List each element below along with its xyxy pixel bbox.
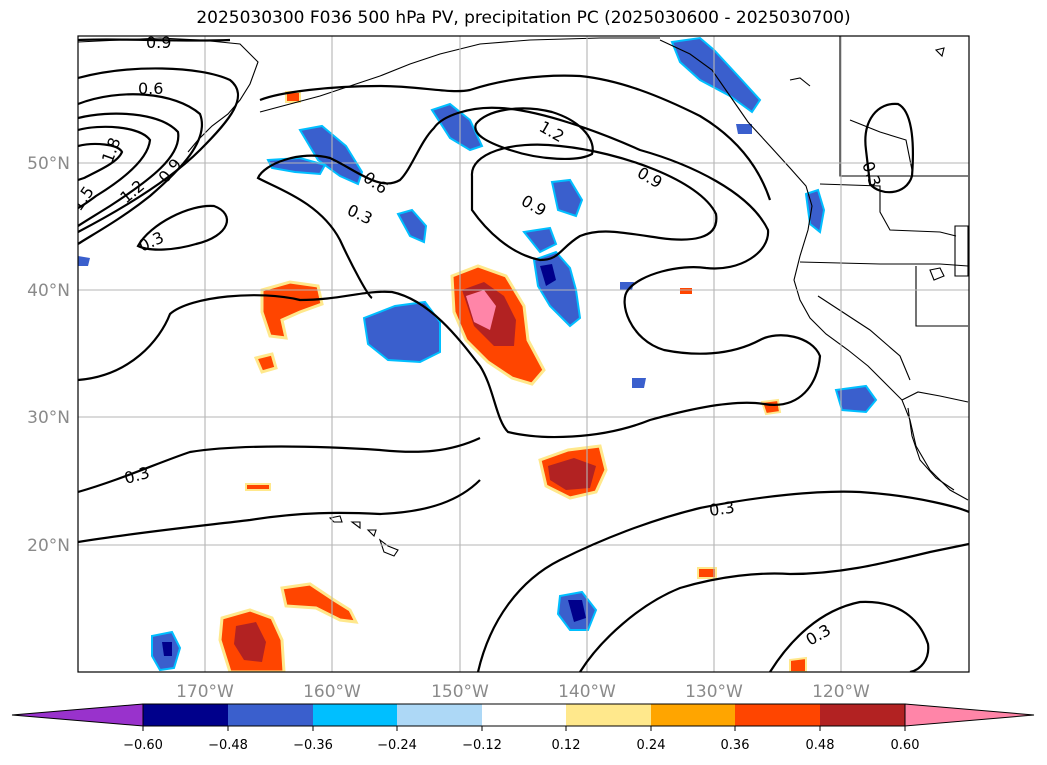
colorbar-max-extend <box>904 703 1035 727</box>
figure-title: 2025030300 F036 500 hPa PV, precipitatio… <box>196 8 851 28</box>
colorbar-bin <box>651 704 735 726</box>
colorbar-bin <box>397 704 482 726</box>
lon-label-170w: 170°W <box>176 682 234 702</box>
colorbar-tick: 0.60 <box>891 738 920 753</box>
lon-label-140w: 140°W <box>558 682 616 702</box>
colorbar-tick: −0.60 <box>123 738 163 753</box>
lat-label-50n: 50°N <box>27 154 70 174</box>
lat-label-20n: 20°N <box>27 536 70 556</box>
lon-label-130w: 130°W <box>685 682 743 702</box>
longitude-labels: 170°W 160°W 150°W 140°W 130°W 120°W <box>176 682 870 702</box>
colorbar-tick: 0.12 <box>552 738 581 753</box>
lon-label-120w: 120°W <box>812 682 870 702</box>
lon-label-160w: 160°W <box>303 682 361 702</box>
colorbar-tick: −0.12 <box>462 738 502 753</box>
colorbar-tick: 0.36 <box>721 738 750 753</box>
latitude-labels: 50°N 40°N 30°N 20°N <box>27 154 70 556</box>
map-frame <box>77 35 970 673</box>
colorbar-tick: −0.36 <box>293 738 333 753</box>
colorbar-tick: 0.24 <box>637 738 666 753</box>
graticule <box>78 36 969 672</box>
colorbar-bin <box>228 704 313 726</box>
pv-contours <box>78 38 969 672</box>
lat-label-40n: 40°N <box>27 281 70 301</box>
colorbar-bin <box>735 704 820 726</box>
colorbar-bin <box>820 704 905 726</box>
colorbar-bin <box>143 704 228 726</box>
map-plot-area: 0.9 0.6 1.5 1.2 1.8 0.9 0.3 0.6 0.3 1.2 … <box>78 33 969 672</box>
contour-label: 0.6 <box>138 79 163 98</box>
colorbar-min-extend <box>11 703 144 727</box>
colorbar-tick: −0.24 <box>377 738 417 753</box>
colorbar-tick: −0.48 <box>208 738 248 753</box>
positive-precip-shading <box>218 91 807 672</box>
colorbar-bin <box>482 704 566 726</box>
lat-label-30n: 30°N <box>27 408 70 428</box>
colorbar: −0.60 −0.48 −0.36 −0.24 −0.12 0.12 0.24 … <box>11 703 1035 753</box>
colorbar-bin <box>566 704 651 726</box>
contour-label: 0.3 <box>708 498 736 520</box>
lon-label-150w: 150°W <box>431 682 489 702</box>
colorbar-bin <box>313 704 397 726</box>
colorbar-tick: 0.48 <box>806 738 835 753</box>
contour-label: 0.9 <box>146 33 171 52</box>
